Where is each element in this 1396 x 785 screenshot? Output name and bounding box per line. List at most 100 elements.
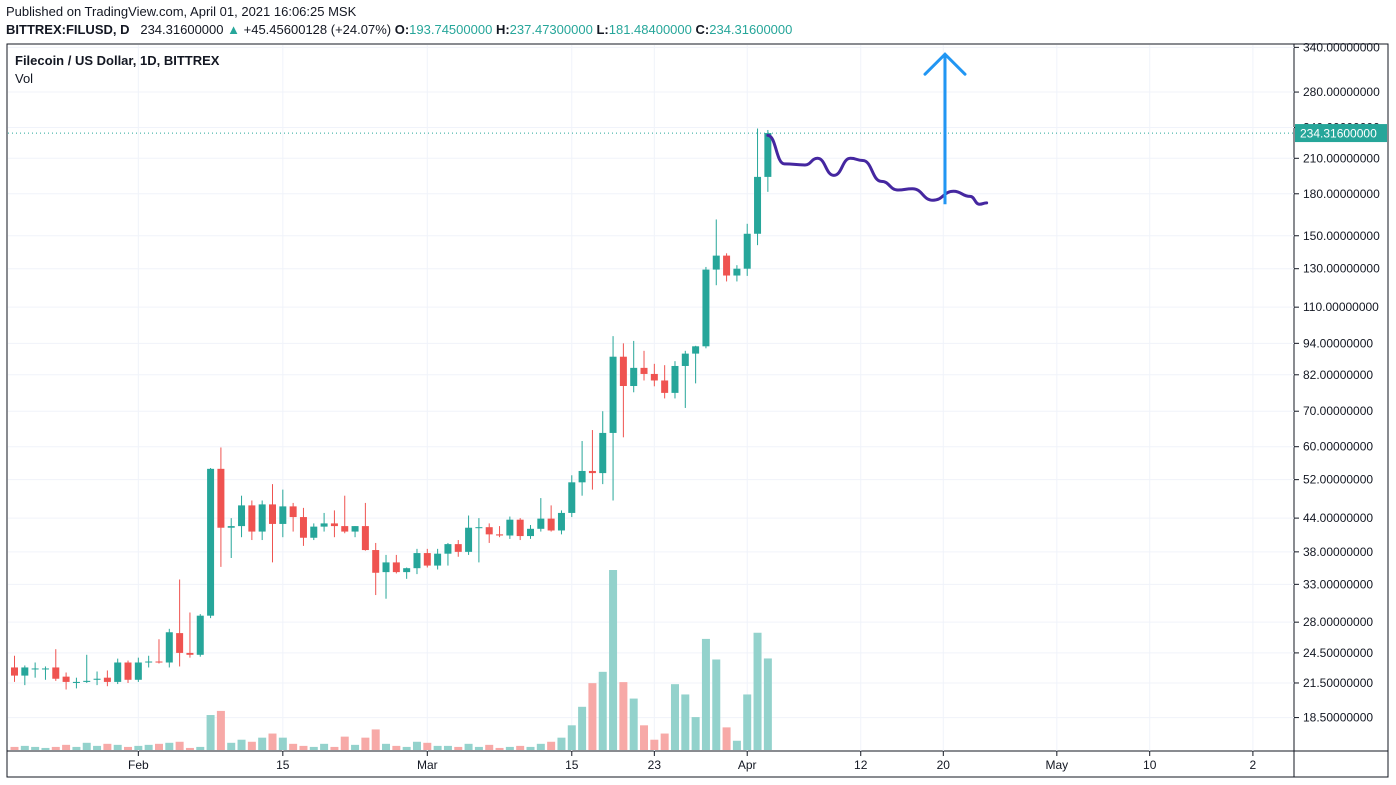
- volume-bar: [743, 694, 752, 750]
- candle-body: [382, 562, 390, 573]
- candle-body: [681, 353, 689, 366]
- volume-bar: [72, 746, 81, 750]
- volume-bar: [289, 743, 298, 750]
- x-tick-label: 23: [648, 758, 662, 772]
- volume-bar: [134, 745, 143, 750]
- candle-body: [372, 550, 380, 573]
- candle-body: [733, 268, 741, 276]
- x-tick-label: May: [1045, 758, 1068, 772]
- candle-body: [485, 527, 493, 535]
- volume-bar: [433, 745, 442, 750]
- candle-body: [465, 527, 473, 552]
- close-label: C:: [695, 22, 710, 37]
- volume-bar: [10, 746, 19, 750]
- y-tick-label: 38.00000000: [1303, 545, 1373, 559]
- volume-bar: [144, 744, 153, 750]
- volume-bar: [340, 736, 349, 750]
- volume-bar: [722, 727, 731, 750]
- candle-body: [516, 519, 524, 537]
- candle-body: [527, 528, 534, 537]
- volume-bar: [93, 745, 102, 750]
- volume-bar: [423, 742, 432, 750]
- volume-bar: [578, 706, 587, 750]
- x-tick-label: Mar: [417, 758, 438, 772]
- volume-bar: [505, 746, 514, 750]
- forecast-arrow-head: [923, 52, 967, 76]
- high-value: 237.47300000: [509, 22, 593, 37]
- candle-body: [114, 662, 122, 682]
- candle-body: [444, 544, 452, 554]
- x-tick-label: 15: [565, 758, 579, 772]
- x-tick-label: 2: [1250, 758, 1257, 772]
- volume-bar: [712, 659, 721, 750]
- volume-bar: [609, 570, 618, 750]
- change-value: +45.45600128 (+24.07%): [243, 22, 392, 37]
- x-tick-label: Feb: [128, 758, 149, 772]
- volume-bar: [474, 746, 483, 750]
- y-tick-label: 82.00000000: [1303, 368, 1373, 382]
- candle-body: [83, 680, 91, 682]
- candle-body: [692, 346, 700, 354]
- candle-body: [557, 512, 565, 531]
- volume-legend-label: Vol: [15, 71, 34, 86]
- volume-bar: [124, 746, 133, 750]
- candle-body: [537, 518, 545, 529]
- open-label: O:: [394, 22, 410, 37]
- candle-body: [640, 367, 648, 374]
- candle-body: [506, 519, 514, 536]
- volume-bar: [382, 743, 391, 750]
- candle-body: [743, 233, 751, 269]
- candle-body: [599, 432, 607, 474]
- volume-bar: [175, 741, 184, 750]
- candle-body: [754, 176, 762, 234]
- volume-bar: [485, 744, 494, 750]
- x-tick-label: 20: [937, 758, 951, 772]
- volume-bar: [206, 715, 215, 750]
- volume-bar: [216, 710, 225, 750]
- candle-body: [403, 568, 411, 573]
- candle-body: [578, 470, 586, 483]
- y-tick-label: 18.50000000: [1303, 711, 1373, 725]
- candle-body: [258, 504, 266, 532]
- candle-body: [93, 678, 101, 680]
- candle-body: [186, 652, 194, 655]
- volume-bar: [247, 741, 256, 750]
- y-tick-label: 94.00000000: [1303, 336, 1373, 350]
- volume-bar: [361, 737, 370, 750]
- candle-body: [248, 505, 256, 532]
- candle-body: [496, 534, 504, 536]
- close-value: 234.31600000: [709, 22, 793, 37]
- volume-bar: [41, 747, 50, 750]
- candle-body: [341, 526, 349, 532]
- candle-body: [52, 667, 60, 679]
- low-value: 181.48400000: [608, 22, 692, 37]
- candle-body: [217, 468, 225, 528]
- candle-body: [103, 677, 111, 682]
- candle-body: [124, 662, 132, 680]
- candle-body: [712, 255, 720, 270]
- candle-body: [413, 553, 421, 569]
- last-price-tag-label: 234.31600000: [1300, 127, 1377, 141]
- candle-body: [196, 615, 204, 655]
- volume-bar: [320, 743, 329, 750]
- volume-bar: [526, 746, 535, 750]
- y-tick-label: 340.00000000: [1303, 40, 1380, 54]
- volume-bar: [278, 737, 287, 750]
- volume-bar: [103, 743, 112, 750]
- candle-body: [299, 517, 307, 538]
- candle-body: [351, 526, 359, 532]
- y-tick-label: 130.00000000: [1303, 262, 1380, 276]
- volume-bar: [330, 746, 339, 750]
- candle-body: [41, 668, 49, 670]
- y-tick-label: 150.00000000: [1303, 229, 1380, 243]
- volume-bar: [588, 683, 597, 750]
- candle-body: [392, 562, 400, 573]
- y-tick-label: 52.00000000: [1303, 473, 1373, 487]
- volume-bar: [62, 744, 71, 750]
- volume-bar: [454, 746, 463, 750]
- candle-body: [475, 527, 483, 529]
- volume-bar: [196, 746, 205, 750]
- volume-bar: [402, 746, 411, 750]
- volume-bar: [185, 747, 194, 750]
